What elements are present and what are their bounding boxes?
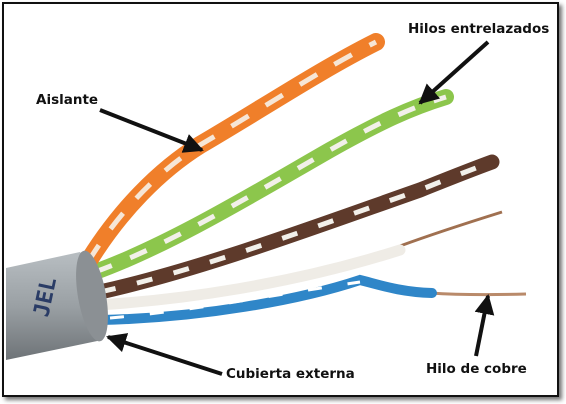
- arrow-copper-wire: [474, 294, 495, 357]
- blue-white-pair: [92, 244, 406, 311]
- outer-jacket: JEL: [6, 250, 108, 360]
- label-outer-jacket: Cubierta externa: [226, 366, 355, 382]
- arrow-insulation: [99, 108, 204, 153]
- green-twisted-pair: [87, 89, 454, 280]
- brown-twisted-pair: [92, 154, 500, 300]
- label-insulation: Aislante: [36, 92, 98, 108]
- copper-wires: [399, 210, 527, 297]
- label-twisted-wires: Hilos entrelazados: [408, 21, 549, 37]
- label-copper-wire: Hilo de cobre: [426, 361, 527, 377]
- annotation-arrows: [99, 40, 495, 376]
- blue-conductor: [95, 274, 437, 325]
- arrow-twisted-wires: [418, 40, 490, 105]
- arrow-outer-jacket: [106, 333, 223, 376]
